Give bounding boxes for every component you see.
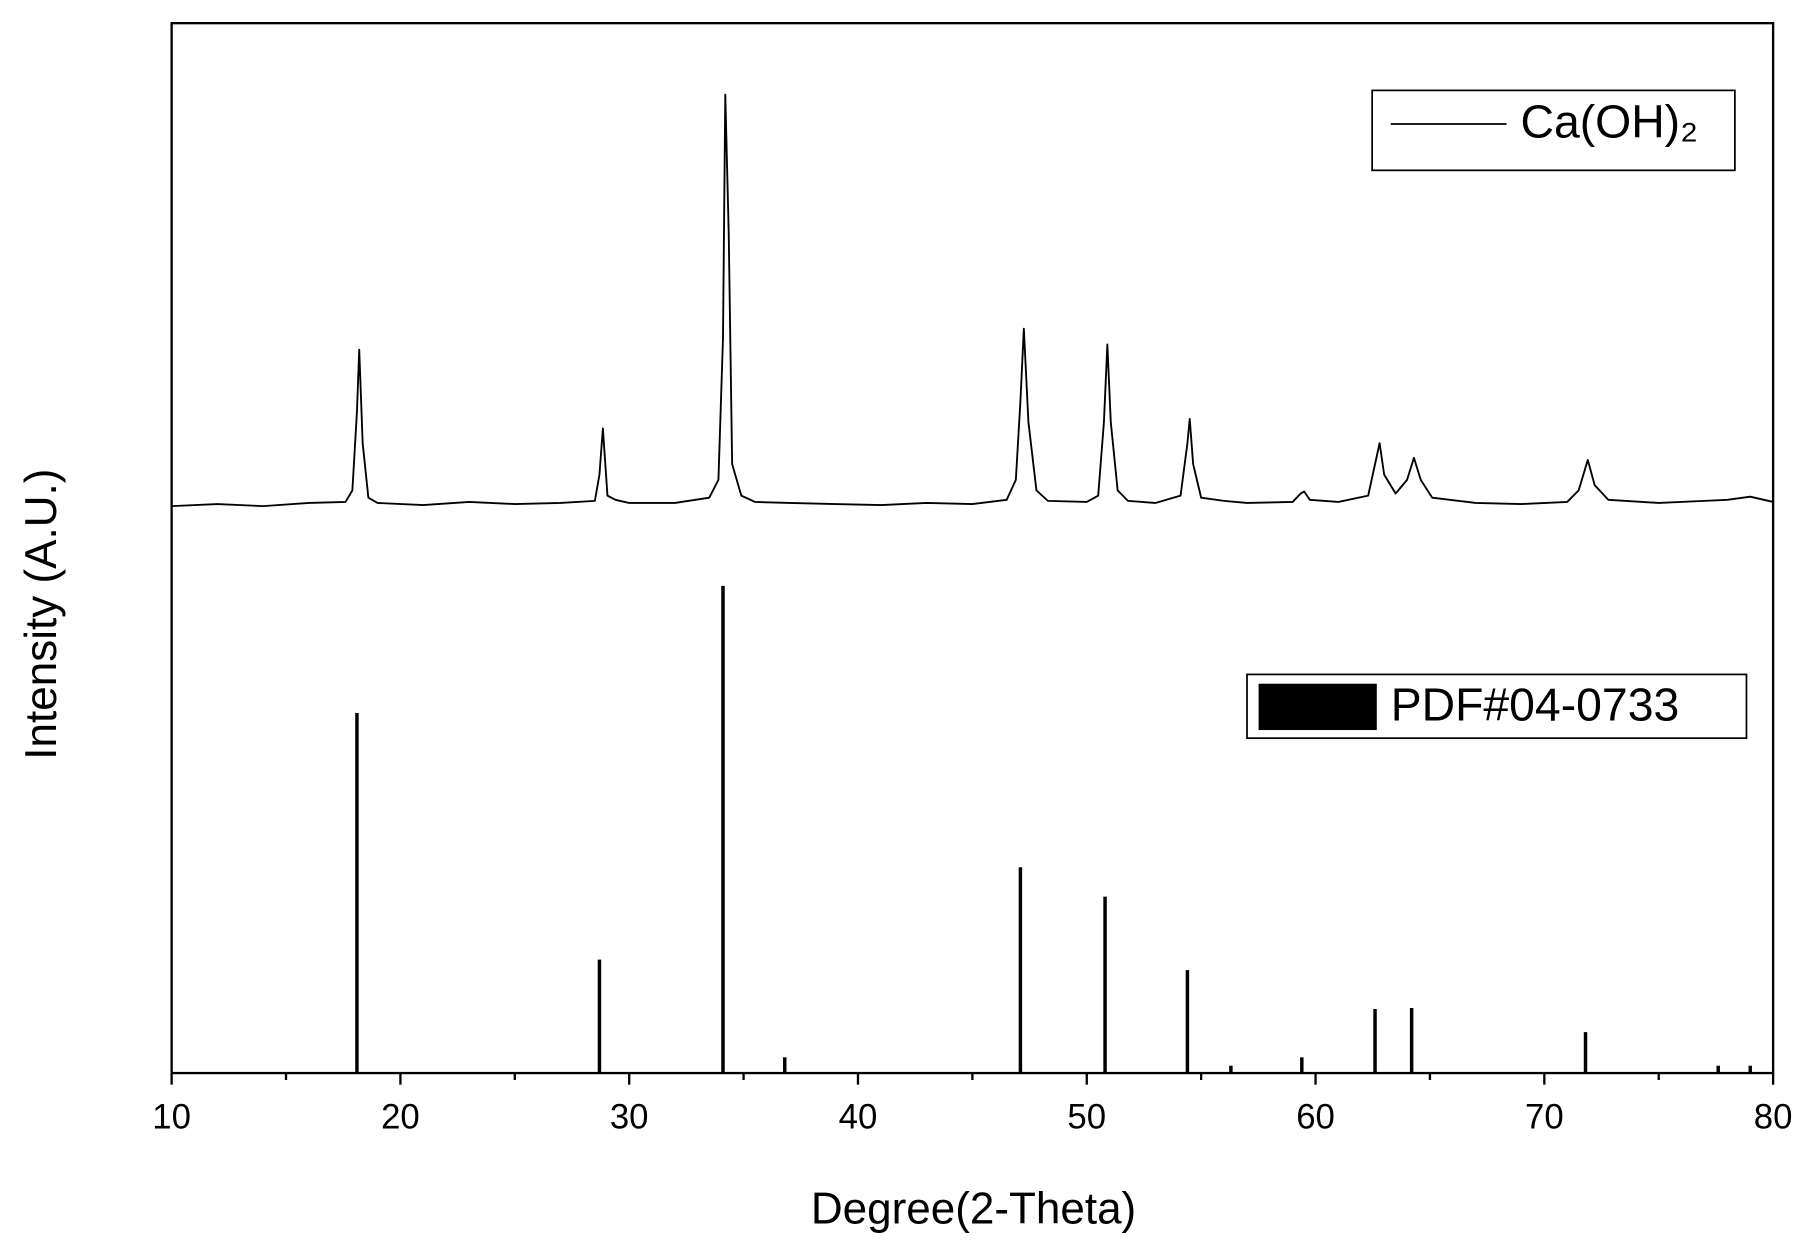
x-tick-label: 60: [1296, 1099, 1335, 1137]
x-axis-title: Degree(2-Theta): [811, 1185, 1136, 1234]
x-tick-label: 20: [381, 1099, 420, 1137]
x-tick-label: 30: [610, 1099, 649, 1137]
plot-frame: [170, 22, 1775, 1075]
x-tick-label: 80: [1754, 1099, 1793, 1137]
x-tick-label: 70: [1525, 1099, 1564, 1137]
data-line: [171, 93, 1774, 508]
legend-label: Ca(OH)₂: [1520, 95, 1698, 147]
y-axis-title: Intensity (A.U.): [17, 469, 66, 760]
x-tick-label: 50: [1067, 1099, 1106, 1137]
legend-swatch: [1258, 683, 1377, 731]
x-tick-label: 40: [839, 1099, 878, 1137]
legend-box: [1371, 89, 1736, 172]
legend-label: PDF#04-0733: [1391, 678, 1680, 730]
x-tick-label: 10: [152, 1099, 191, 1137]
